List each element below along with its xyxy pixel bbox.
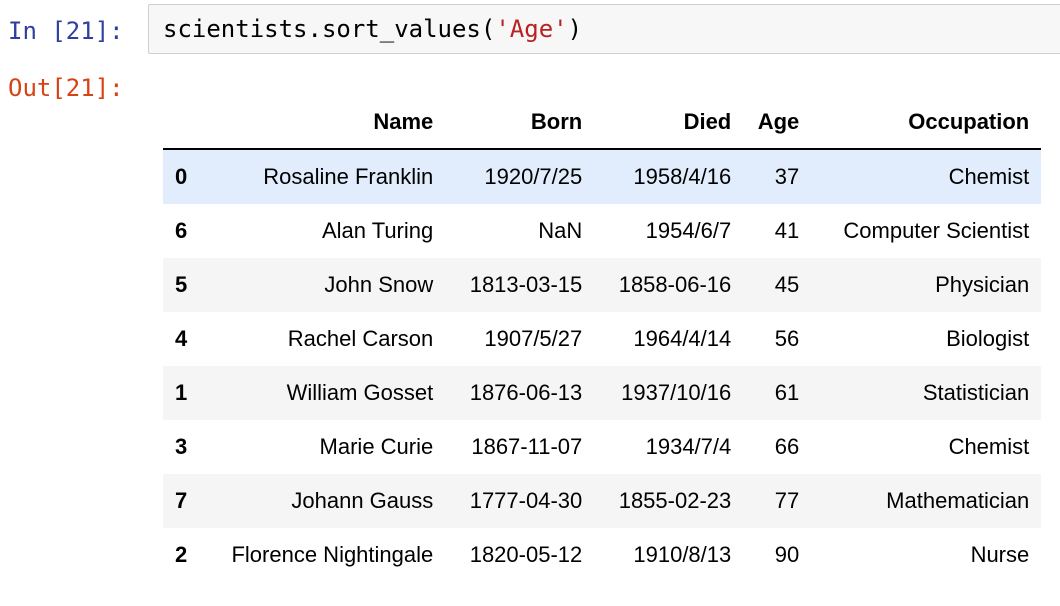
cell-name: Rachel Carson <box>287 326 434 351</box>
cell-age: 77 <box>774 488 800 513</box>
code-text-suffix: ) <box>567 15 583 43</box>
cell-age: 56 <box>774 326 800 351</box>
cell-born: 1876-06-13 <box>469 380 583 405</box>
cell-died: 1858-06-16 <box>618 272 732 297</box>
table-row: 7 Johann Gauss 1777-04-30 1855-02-23 77 … <box>163 474 1042 528</box>
column-header-name: Name <box>201 96 446 150</box>
column-header-died: Died <box>594 96 744 150</box>
cell-born: 1820-05-12 <box>469 542 583 567</box>
table-row: 5 John Snow 1813-03-15 1858-06-16 45 Phy… <box>163 258 1042 312</box>
cell-born: NaN <box>538 218 583 243</box>
cell-name: Alan Turing <box>321 218 434 243</box>
cell-name: Rosaline Franklin <box>263 164 434 189</box>
cell-occupation: Physician <box>935 272 1030 297</box>
cell-age: 90 <box>774 542 800 567</box>
row-index: 7 <box>175 488 188 513</box>
cell-name: Johann Gauss <box>291 488 434 513</box>
cell-name: Florence Nightingale <box>231 542 434 567</box>
table-row: 2 Florence Nightingale 1820-05-12 1910/8… <box>163 528 1041 582</box>
cell-occupation: Biologist <box>946 326 1030 351</box>
cell-name: William Gosset <box>286 380 434 405</box>
cell-occupation: Nurse <box>970 542 1030 567</box>
cell-died: 1937/10/16 <box>621 380 732 405</box>
input-prompt: In [21]: <box>8 17 124 45</box>
cell-born: 1777-04-30 <box>469 488 583 513</box>
code-cell-input[interactable]: scientists.sort_values('Age') <box>148 4 1060 54</box>
cell-name: John Snow <box>324 272 434 297</box>
table-row: 0 Rosaline Franklin 1920/7/25 1958/4/16 … <box>163 149 1042 204</box>
cell-occupation: Statistician <box>922 380 1030 405</box>
cell-born: 1813-03-15 <box>469 272 583 297</box>
cell-occupation: Mathematician <box>886 488 1030 513</box>
row-index: 3 <box>175 434 188 459</box>
column-header-occupation: Occupation <box>811 96 1042 150</box>
row-index: 2 <box>175 542 188 567</box>
cell-died: 1964/4/14 <box>633 326 732 351</box>
row-index: 1 <box>175 380 188 405</box>
cell-age: 45 <box>774 272 800 297</box>
cell-died: 1954/6/7 <box>645 218 732 243</box>
index-header <box>163 96 202 150</box>
cell-name: Marie Curie <box>319 434 434 459</box>
cell-died: 1958/4/16 <box>633 164 732 189</box>
header-row: Name Born Died Age Occupation <box>163 96 1042 150</box>
cell-born: 1920/7/25 <box>484 164 583 189</box>
code-string-literal: 'Age' <box>495 15 568 43</box>
table-row: 6 Alan Turing NaN 1954/6/7 41 Computer S… <box>163 204 1041 258</box>
table-row: 4 Rachel Carson 1907/5/27 1964/4/14 56 B… <box>163 312 1041 366</box>
cell-age: 41 <box>774 218 800 243</box>
column-header-age: Age <box>743 96 812 150</box>
dataframe-table: Name Born Died Age Occupation 0 Rosaline… <box>163 96 1042 582</box>
cell-died: 1910/8/13 <box>633 542 732 567</box>
row-index: 6 <box>175 218 188 243</box>
cell-died: 1934/7/4 <box>645 434 732 459</box>
code-text: scientists.sort_values( <box>163 15 496 43</box>
cell-occupation: Chemist <box>948 164 1030 189</box>
cell-born: 1907/5/27 <box>484 326 583 351</box>
column-header-born: Born <box>445 96 595 150</box>
cell-born: 1867-11-07 <box>471 434 583 459</box>
row-index: 5 <box>175 272 188 297</box>
cell-age: 61 <box>774 380 800 405</box>
cell-age: 66 <box>774 434 800 459</box>
table-row: 1 William Gosset 1876-06-13 1937/10/16 6… <box>163 366 1042 420</box>
cell-died: 1855-02-23 <box>618 488 732 513</box>
row-index: 0 <box>175 164 188 189</box>
row-index: 4 <box>175 326 188 351</box>
cell-occupation: Computer Scientist <box>843 218 1030 243</box>
cell-occupation: Chemist <box>948 434 1030 459</box>
cell-age: 37 <box>774 164 800 189</box>
table-row: 3 Marie Curie 1867-11-07 1934/7/4 66 Che… <box>163 420 1041 474</box>
output-prompt: Out[21]: <box>8 74 124 102</box>
